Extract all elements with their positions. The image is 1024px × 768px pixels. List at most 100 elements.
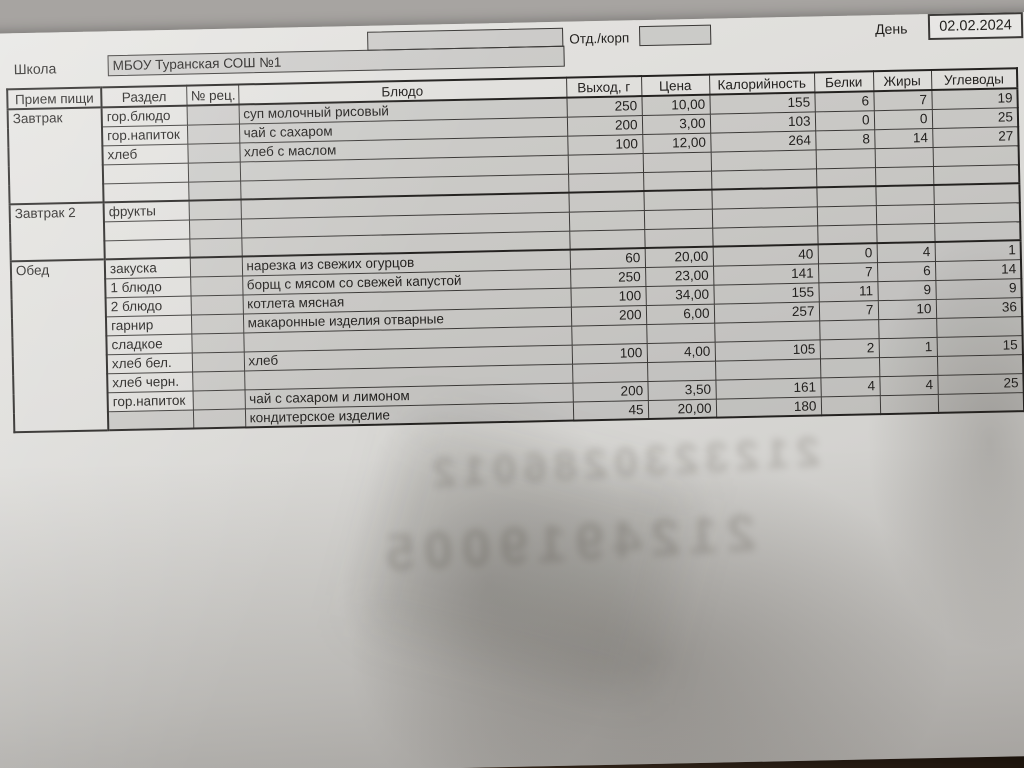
out-cell xyxy=(567,153,644,174)
fat-cell xyxy=(878,355,938,377)
carbs-cell xyxy=(934,221,1021,242)
price-cell: 6,00 xyxy=(645,303,715,325)
price-cell: 20,00 xyxy=(644,246,714,268)
price-cell: 3,00 xyxy=(641,113,711,135)
out-cell xyxy=(569,229,645,250)
protein-cell xyxy=(819,357,880,378)
price-cell xyxy=(643,189,712,211)
fat-cell xyxy=(876,222,935,244)
rec-cell xyxy=(186,123,240,144)
price-cell xyxy=(642,151,712,173)
rec-cell xyxy=(190,275,243,296)
razdel-cell: сладкое xyxy=(106,333,192,355)
fat-cell xyxy=(874,146,933,168)
price-cell xyxy=(644,227,713,249)
razdel-cell: 1 блюдо xyxy=(105,276,191,298)
carbs-cell: 19 xyxy=(931,88,1018,110)
price-cell xyxy=(646,322,715,344)
dept-field xyxy=(638,24,712,47)
razdel-cell: хлеб черн. xyxy=(107,371,193,393)
kcal-cell: 40 xyxy=(712,244,818,266)
protein-cell: 11 xyxy=(818,281,878,302)
fat-cell: 1 xyxy=(878,336,937,358)
razdel-cell: гор.напиток xyxy=(101,124,188,146)
razdel-cell: закуска xyxy=(104,257,191,279)
column-header-4: Выход, г xyxy=(566,76,642,98)
kcal-cell: 161 xyxy=(715,377,821,399)
razdel-cell: гор.напиток xyxy=(107,390,193,412)
ink-bleed-through-line1: 2123230286012 xyxy=(424,427,821,497)
out-cell: 45 xyxy=(572,400,649,421)
rec-cell xyxy=(188,180,241,201)
carbs-cell xyxy=(933,183,1020,204)
rec-cell xyxy=(192,370,245,391)
fat-cell: 7 xyxy=(873,90,932,111)
razdel-cell: фрукты xyxy=(103,200,189,222)
carbs-cell: 9 xyxy=(935,278,1022,299)
fat-cell xyxy=(875,184,934,206)
school-name-field: МБОУ Туранская СОШ №1 xyxy=(107,45,565,77)
protein-cell: 4 xyxy=(820,376,880,397)
price-cell xyxy=(643,170,712,192)
fat-cell: 14 xyxy=(874,127,933,149)
kcal-cell: 257 xyxy=(713,301,820,323)
rec-cell xyxy=(191,332,244,353)
protein-cell xyxy=(816,186,876,207)
razdel-cell xyxy=(107,409,194,431)
protein-cell xyxy=(819,319,879,340)
fat-cell xyxy=(875,203,935,225)
kcal-cell: 264 xyxy=(710,130,816,152)
paper-sheet: Школа МБОУ Туранская СОШ №1 Отд./корп Де… xyxy=(0,10,1024,768)
razdel-cell: гарнир xyxy=(105,314,192,336)
out-cell: 100 xyxy=(571,343,648,364)
fat-cell: 4 xyxy=(876,241,935,263)
kcal-cell xyxy=(711,206,818,228)
price-cell xyxy=(643,208,713,230)
price-cell: 12,00 xyxy=(642,132,711,154)
kcal-cell xyxy=(710,149,816,171)
out-cell: 200 xyxy=(570,305,647,326)
meal-cell: Обед xyxy=(10,259,109,433)
protein-cell xyxy=(817,224,877,245)
razdel-cell xyxy=(102,162,189,184)
column-header-5: Цена xyxy=(641,74,710,97)
carbs-cell xyxy=(933,202,1021,223)
carbs-cell: 1 xyxy=(934,240,1021,261)
out-cell: 250 xyxy=(566,96,642,117)
protein-cell: 7 xyxy=(818,300,879,321)
rec-cell xyxy=(187,142,240,163)
rec-cell xyxy=(188,218,242,239)
column-header-9: Углеводы xyxy=(930,68,1018,91)
out-cell: 100 xyxy=(567,134,643,155)
razdel-cell: гор.блюдо xyxy=(101,105,187,127)
protein-cell: 0 xyxy=(817,243,877,264)
ink-bleed-through-line2: 2124919005 xyxy=(375,504,758,584)
price-cell: 4,00 xyxy=(646,341,716,363)
price-cell: 34,00 xyxy=(645,284,714,306)
fat-cell: 4 xyxy=(879,374,938,396)
fat-cell xyxy=(879,393,939,415)
price-cell: 20,00 xyxy=(647,398,717,420)
kcal-cell: 180 xyxy=(715,396,822,418)
day-label: День xyxy=(874,20,908,38)
kcal-cell xyxy=(715,358,821,380)
protein-cell xyxy=(820,395,881,416)
razdel-cell: хлеб xyxy=(102,143,188,165)
kcal-cell xyxy=(711,168,817,190)
date-field: 02.02.2024 xyxy=(927,12,1024,41)
carbs-cell: 36 xyxy=(935,297,1023,318)
rec-cell xyxy=(191,351,245,372)
rec-cell xyxy=(192,408,246,429)
rec-cell xyxy=(192,389,245,410)
carbs-cell xyxy=(932,164,1020,185)
fat-cell: 9 xyxy=(877,279,936,301)
out-cell: 100 xyxy=(570,286,646,307)
meal-cell: Завтрак 2 xyxy=(9,202,105,262)
fat-cell: 6 xyxy=(876,260,936,282)
kcal-cell: 141 xyxy=(713,263,819,285)
column-header-7: Белки xyxy=(813,71,874,93)
protein-cell: 7 xyxy=(817,262,878,283)
carbs-cell: 15 xyxy=(936,335,1023,356)
razdel-cell xyxy=(103,181,189,203)
